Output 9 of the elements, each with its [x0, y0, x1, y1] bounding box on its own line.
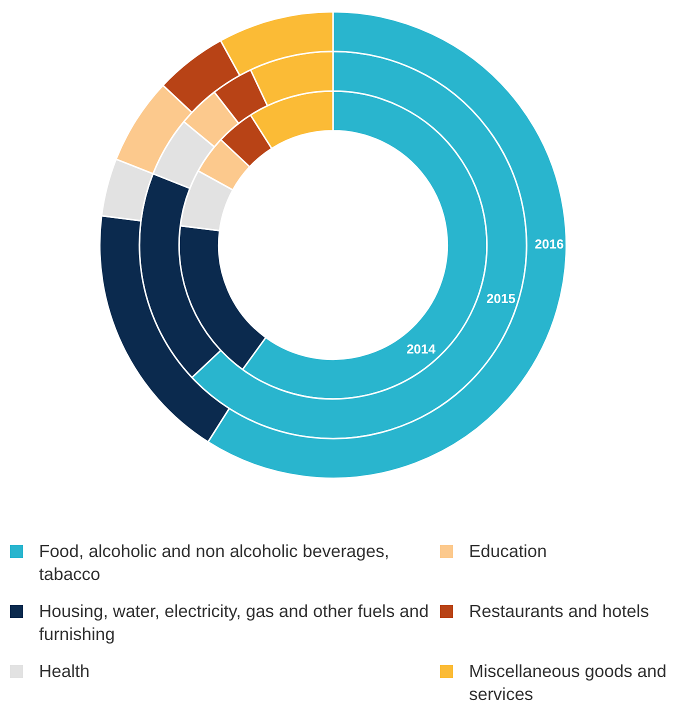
slice-label: 2015 [486, 291, 516, 306]
legend-label: Housing, water, electricity, gas and other fuels and furnishing [39, 600, 430, 646]
legend-label: Education [469, 540, 547, 563]
slice-label: 2016 [534, 236, 564, 252]
legend-label: Miscellaneous goods and services [469, 660, 668, 706]
legend-label: Food, alcoholic and non alcoholic beverages, tabacco [39, 540, 390, 586]
legend-label: Health [39, 660, 90, 683]
legend-label: Restaurants and hotels [469, 600, 649, 623]
slice-label: 2014 [406, 341, 436, 356]
